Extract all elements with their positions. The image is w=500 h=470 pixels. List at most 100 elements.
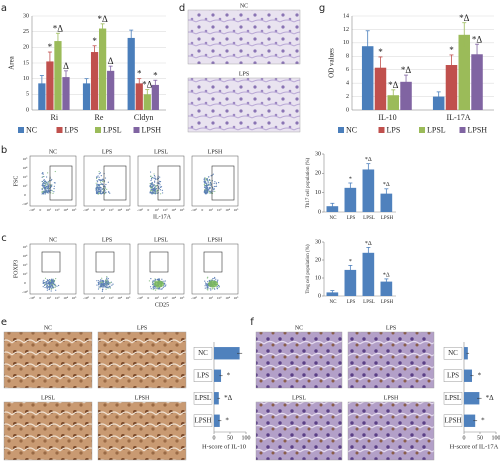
flow-dot bbox=[106, 282, 108, 284]
y-tick-label: 20 bbox=[315, 171, 321, 177]
x-tick-label: 0 bbox=[94, 208, 96, 212]
flow-dot bbox=[47, 285, 49, 288]
x-tick-label: 10⁴ bbox=[225, 296, 231, 300]
flow-dot bbox=[46, 289, 48, 291]
flow-dot bbox=[52, 283, 54, 285]
legend-label: LPSL bbox=[427, 125, 446, 134]
flow-dot bbox=[105, 283, 107, 285]
flow-dot bbox=[158, 186, 160, 188]
flow-dot bbox=[156, 192, 158, 194]
annotation: *Δ bbox=[472, 34, 483, 44]
flow-dot bbox=[47, 181, 50, 183]
legend-label: LPSH bbox=[468, 125, 488, 134]
bar bbox=[380, 193, 393, 212]
flow-dot bbox=[46, 283, 48, 285]
bar bbox=[62, 77, 70, 110]
annotation: * bbox=[92, 36, 97, 46]
x-tick-label: Cldyn bbox=[134, 113, 154, 122]
flow-dot bbox=[151, 186, 153, 188]
bar bbox=[464, 369, 472, 382]
flow-dot bbox=[105, 278, 108, 280]
flow-dot bbox=[152, 288, 154, 291]
flow-dot bbox=[100, 175, 102, 177]
y-tick-label: LPS bbox=[447, 371, 459, 379]
flow-dot bbox=[208, 188, 210, 190]
flow-dot bbox=[205, 185, 207, 187]
flow-dot bbox=[47, 190, 49, 193]
bar bbox=[464, 347, 468, 360]
flow-dot bbox=[210, 279, 212, 281]
y-tick-label: 10² bbox=[23, 272, 28, 276]
y-tick-label: 15 bbox=[23, 60, 29, 66]
image-title: LPS bbox=[386, 325, 396, 331]
flow-dot bbox=[152, 286, 154, 288]
image-title: LPSH bbox=[135, 395, 150, 401]
x-tick-label: 0 bbox=[40, 296, 42, 300]
flow-frame bbox=[83, 155, 131, 207]
flow-dot bbox=[100, 193, 103, 195]
flow-dot bbox=[110, 281, 112, 284]
flow-dot bbox=[51, 284, 53, 286]
flow-dot bbox=[207, 289, 209, 291]
x-tick-label: 10⁵ bbox=[234, 208, 240, 212]
flow-title: LPS bbox=[102, 149, 112, 155]
flow-dot bbox=[151, 176, 153, 178]
flow-dot bbox=[97, 288, 100, 290]
annotation: * bbox=[378, 47, 383, 57]
flow-dot bbox=[153, 177, 155, 179]
annotation: * bbox=[449, 45, 454, 55]
flow-dot bbox=[155, 287, 157, 289]
flow-dot bbox=[207, 281, 209, 283]
flow-dot bbox=[163, 283, 166, 285]
flow-dot bbox=[101, 188, 103, 190]
image-title: NC bbox=[44, 325, 52, 331]
micrograph bbox=[347, 331, 435, 389]
flow-dot bbox=[217, 284, 220, 287]
flow-dot bbox=[206, 183, 208, 185]
flow-dot bbox=[106, 188, 108, 190]
flow-dot bbox=[51, 190, 54, 192]
annotation: * bbox=[153, 70, 158, 80]
flow-dot bbox=[162, 192, 164, 194]
legend-swatch bbox=[419, 127, 425, 133]
flow-dot bbox=[203, 184, 206, 187]
y-tick-label: 0 bbox=[318, 293, 321, 299]
flow-dot bbox=[154, 188, 156, 190]
panel-letter: b bbox=[1, 145, 7, 156]
flow-dot bbox=[43, 284, 46, 286]
y-tick-label: 8 bbox=[346, 54, 349, 60]
flow-dot bbox=[153, 286, 155, 288]
gate bbox=[211, 165, 235, 201]
flow-dot bbox=[152, 192, 154, 194]
flow-dot bbox=[156, 288, 158, 290]
flow-dot bbox=[212, 190, 214, 192]
flow-dot bbox=[52, 192, 54, 194]
legend-label: LPS bbox=[387, 125, 401, 134]
flow-dot bbox=[48, 190, 50, 192]
y-tick-label: 10² bbox=[23, 184, 28, 188]
flow-dot bbox=[96, 187, 98, 189]
bar bbox=[90, 52, 99, 110]
legend-swatch bbox=[18, 127, 24, 133]
flow-dot bbox=[107, 278, 109, 280]
flow-dot bbox=[158, 188, 160, 190]
flow-dot bbox=[45, 186, 48, 188]
flow-dot bbox=[203, 189, 206, 191]
flow-dot bbox=[42, 286, 44, 288]
category-box bbox=[193, 369, 213, 382]
gate bbox=[149, 251, 169, 273]
x-tick-label: IL-17A bbox=[447, 113, 471, 122]
flow-dot bbox=[54, 170, 56, 173]
flow-dot bbox=[208, 176, 210, 178]
x-tick-label: 10⁵ bbox=[72, 296, 78, 300]
flow-dot bbox=[50, 278, 53, 280]
annotation: *Δ bbox=[459, 13, 470, 23]
x-tick-label: LPSH bbox=[381, 300, 394, 305]
flow-dot bbox=[96, 181, 99, 183]
flow-dot bbox=[208, 190, 210, 193]
flow-dot bbox=[98, 186, 100, 188]
y-axis-label: Th17 cell population (%) bbox=[306, 157, 311, 208]
bar bbox=[151, 84, 159, 110]
flow-dot bbox=[213, 277, 215, 280]
flow-dot bbox=[42, 193, 45, 195]
